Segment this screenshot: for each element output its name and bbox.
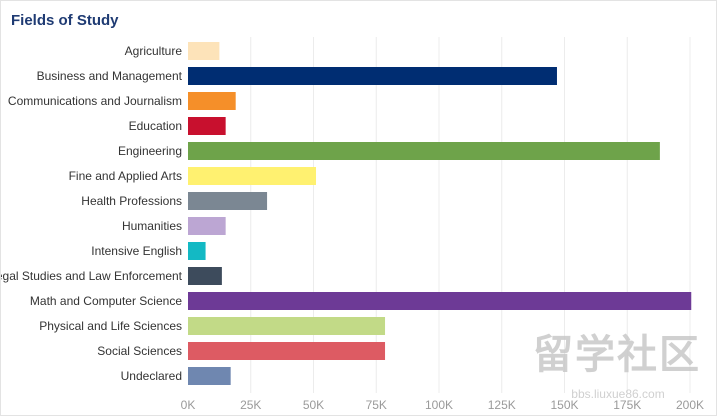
bar: [188, 192, 268, 210]
bar: [188, 317, 386, 335]
bar: [188, 342, 386, 360]
bar: [188, 92, 236, 110]
bar: [188, 42, 220, 60]
x-tick-label: 175K: [613, 398, 641, 412]
bar: [188, 217, 226, 235]
category-label: Social Sciences: [97, 344, 182, 358]
chart-title: Fields of Study: [11, 12, 119, 29]
watermark-url: bbs.liuxue86.com: [571, 387, 665, 401]
bar: [188, 67, 557, 85]
x-tick-label: 200K: [676, 398, 704, 412]
category-label: Agriculture: [125, 44, 183, 58]
watermark-text: 留学社区: [533, 333, 701, 377]
x-tick-label: 50K: [303, 398, 324, 412]
x-tick-label: 150K: [550, 398, 578, 412]
category-label: Fine and Applied Arts: [69, 169, 182, 183]
category-label: Business and Management: [37, 69, 183, 83]
category-label: Humanities: [122, 219, 182, 233]
category-label: Education: [129, 119, 182, 133]
x-tick-label: 75K: [366, 398, 387, 412]
category-label: Health Professions: [81, 194, 182, 208]
bar: [188, 117, 226, 135]
watermark-logo: 留学社区: [532, 331, 702, 385]
bar: [188, 242, 206, 260]
bar: [188, 367, 231, 385]
bar: [188, 167, 317, 185]
category-label: Physical and Life Sciences: [39, 319, 182, 333]
bar: [188, 267, 222, 285]
bar: [188, 142, 660, 160]
category-label: Math and Computer Science: [30, 294, 182, 308]
category-label: Undeclared: [121, 369, 182, 383]
category-label: Communications and Journalism: [8, 94, 182, 108]
x-tick-label: 0K: [181, 398, 196, 412]
bar: [188, 292, 692, 310]
category-label: Legal Studies and Law Enforcement: [1, 269, 183, 283]
x-tick-label: 25K: [240, 398, 261, 412]
category-label: Engineering: [118, 144, 182, 158]
x-tick-label: 100K: [425, 398, 453, 412]
x-tick-label: 125K: [488, 398, 516, 412]
category-label: Intensive English: [91, 244, 182, 258]
